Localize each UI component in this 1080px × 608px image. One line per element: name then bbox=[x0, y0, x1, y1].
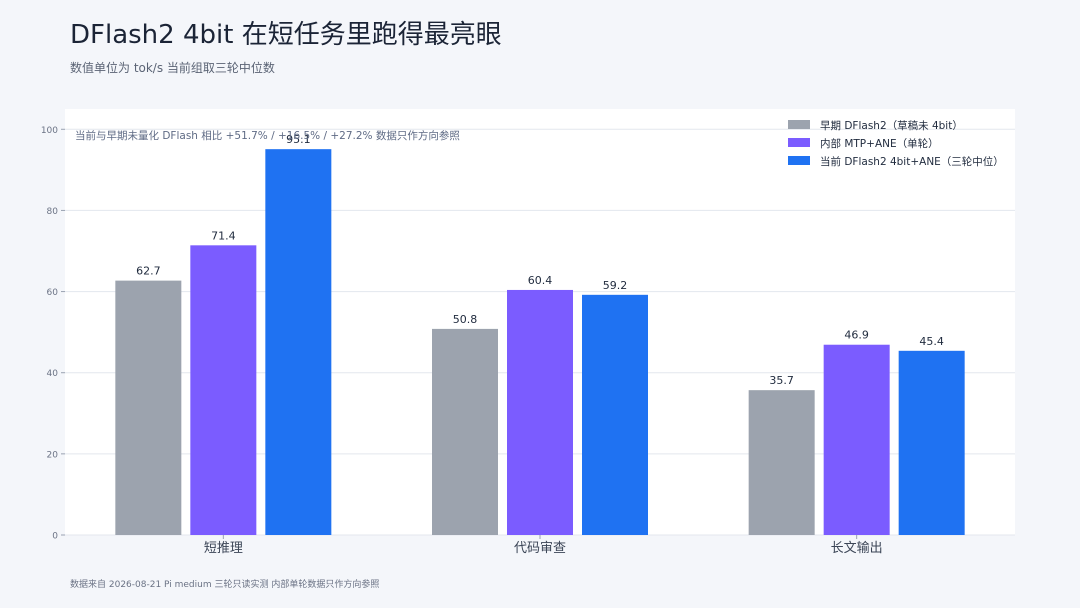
x-tick-label: 短推理 bbox=[204, 541, 243, 556]
bar-2-3 bbox=[582, 294, 648, 535]
bar-1-3 bbox=[265, 149, 332, 535]
y-tick-label: 40 bbox=[47, 369, 59, 379]
bar-1-1 bbox=[115, 280, 182, 535]
bar-2-1 bbox=[432, 328, 498, 535]
bar-3-3 bbox=[898, 350, 965, 535]
y-tick-label: 100 bbox=[41, 126, 58, 136]
x-tick-label: 代码审查 bbox=[514, 541, 566, 556]
chart-subtitle: 数值单位为 tok/s 当前组取三轮中位数 bbox=[70, 61, 275, 75]
bar-value-label: 35.7 bbox=[769, 374, 794, 387]
legend-swatch bbox=[788, 120, 810, 129]
footnote: 数据来自 2026-08-21 Pi medium 三轮只读实测 内部单轮数据只… bbox=[70, 580, 380, 590]
legend-swatch bbox=[788, 156, 810, 165]
y-tick-label: 80 bbox=[47, 207, 59, 217]
bar-value-label: 59.2 bbox=[603, 279, 628, 292]
bar-3-1 bbox=[748, 390, 815, 535]
y-tick-label: 20 bbox=[47, 450, 59, 460]
bar-value-label: 71.4 bbox=[211, 229, 236, 242]
chart-title: DFlash2 4bit 在短任务里跑得最亮眼 bbox=[70, 20, 502, 50]
y-tick-label: 0 bbox=[52, 532, 58, 542]
legend-label: 早期 DFlash2（草稿未 4bit） bbox=[820, 119, 963, 132]
bar-1-2 bbox=[190, 245, 257, 535]
legend-label: 当前 DFlash2 4bit+ANE（三轮中位） bbox=[820, 155, 1004, 168]
y-tick-label: 60 bbox=[47, 288, 59, 298]
chart-annotation: 当前与早期未量化 DFlash 相比 +51.7% / +16.5% / +27… bbox=[75, 129, 460, 142]
x-tick-label: 长文输出 bbox=[831, 540, 883, 556]
bar-value-label: 50.8 bbox=[453, 313, 478, 326]
bar-3-2 bbox=[823, 344, 890, 535]
bar-value-label: 60.4 bbox=[528, 274, 553, 287]
bar-value-label: 46.9 bbox=[844, 329, 869, 342]
bar-2-2 bbox=[507, 289, 573, 535]
legend-label: 内部 MTP+ANE（单轮） bbox=[820, 137, 939, 150]
bar-value-label: 45.4 bbox=[919, 335, 944, 348]
bar-value-label: 95.1 bbox=[286, 133, 311, 146]
legend-swatch bbox=[788, 138, 810, 147]
bar-value-label: 62.7 bbox=[136, 265, 161, 278]
